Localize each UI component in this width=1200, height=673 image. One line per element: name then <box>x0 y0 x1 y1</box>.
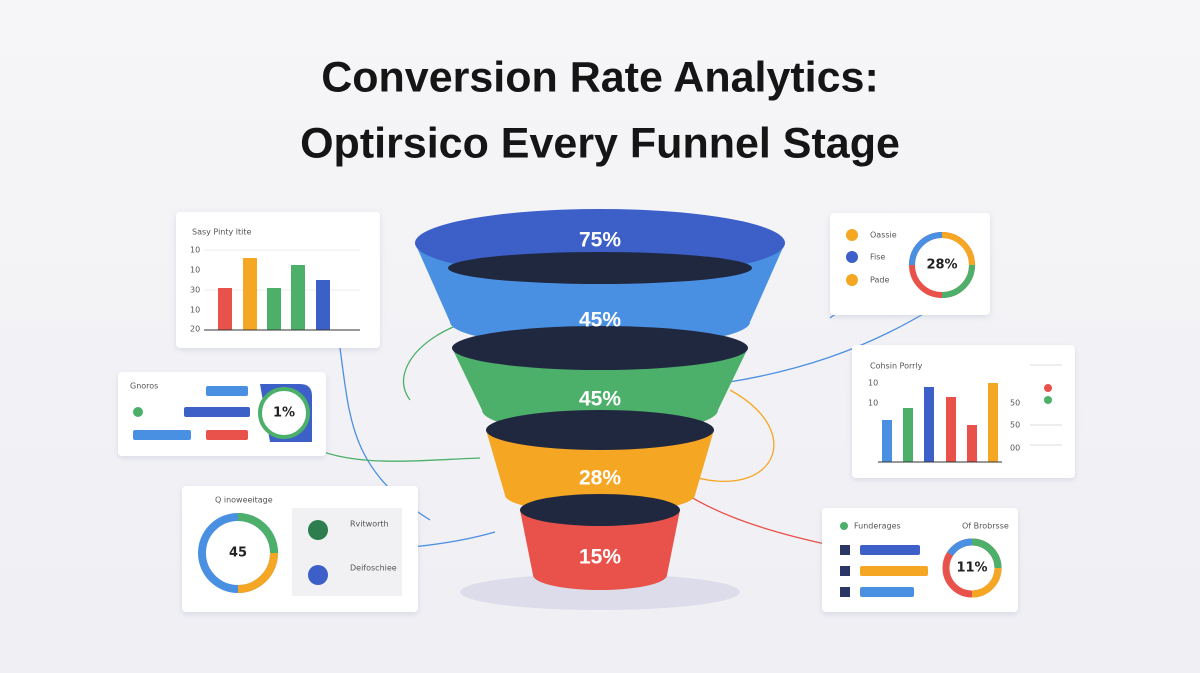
axis-label: 10 <box>868 379 878 388</box>
axis-label: 10 <box>190 246 200 255</box>
axis-label: 20 <box>190 325 200 334</box>
progress-card: Funderages Of Brobrsse 11% <box>822 508 1018 612</box>
funnel-stage-body <box>520 510 680 590</box>
stage-label: 28% <box>579 467 621 490</box>
axis-label: 50 <box>1010 421 1020 430</box>
funnel-stage-body <box>486 430 714 513</box>
card-title: Sasy Pinty ltite <box>192 228 252 237</box>
axis-label: 30 <box>190 286 200 295</box>
donut-label: 28% <box>926 258 957 273</box>
pill <box>184 407 250 417</box>
legend-item: Pade <box>870 276 889 285</box>
donut-arc <box>941 264 975 298</box>
icon <box>840 522 848 530</box>
icon <box>846 274 858 286</box>
connector <box>299 439 481 462</box>
bar <box>291 265 305 330</box>
funnel-shadow <box>460 574 740 610</box>
title-line: Conversion Rate Analytics: <box>321 53 879 101</box>
bar <box>967 425 977 462</box>
bar-card: Sasy Pinty ltite 10 10 30 10 20 <box>176 212 380 348</box>
item-label: Deifoschiee <box>350 564 397 573</box>
icon <box>846 251 858 263</box>
funnel-opening <box>448 252 752 284</box>
axis-label: 00 <box>1010 444 1020 453</box>
card-title: Q inoweeitage <box>215 496 273 505</box>
donut-arc <box>237 513 278 554</box>
bar <box>218 288 232 330</box>
legend-dot <box>1044 396 1052 404</box>
icon <box>840 545 850 555</box>
donut-arc <box>971 567 1002 598</box>
card-title: Cohsin Porrly <box>870 362 923 371</box>
axis-label: 10 <box>190 266 200 275</box>
icon <box>308 565 328 585</box>
progress-bar <box>860 566 928 576</box>
legend-item: Oassie <box>870 231 897 240</box>
item-label: Rvitworth <box>350 520 389 529</box>
card-subtitle: Of Brobrsse <box>962 522 1009 531</box>
donut-arc <box>237 552 278 593</box>
card-title: Gnoros <box>130 382 158 391</box>
funnel-opening <box>452 326 748 370</box>
bar <box>316 280 330 330</box>
bar <box>988 383 998 462</box>
donut <box>258 387 310 439</box>
card-title: Funderages <box>854 522 901 531</box>
donut-label: 45 <box>229 546 247 561</box>
pill <box>206 386 248 396</box>
donut-arc <box>909 232 943 266</box>
bar <box>924 387 934 462</box>
axis-label: 50 <box>1010 399 1020 408</box>
bar <box>267 288 281 330</box>
axis-label: 10 <box>190 306 200 315</box>
pill <box>133 430 191 440</box>
stage-label: 15% <box>579 546 621 569</box>
legend-item: Fise <box>870 253 885 262</box>
stage-label: 75% <box>579 229 621 252</box>
card-bg <box>822 508 1018 612</box>
bar <box>243 258 257 330</box>
pill <box>206 430 248 440</box>
axis-label: 10 <box>868 399 878 408</box>
icon <box>133 407 143 417</box>
donut-arc <box>971 538 1002 569</box>
icon <box>840 566 850 576</box>
stage-label: 45% <box>579 388 621 411</box>
icon <box>308 520 328 540</box>
progress-bar <box>860 587 914 597</box>
donut-arc <box>947 538 973 557</box>
bar-card: Cohsin Porrly 10 10 50 50 00 <box>852 345 1075 478</box>
icon <box>840 587 850 597</box>
legend-card: Oassie Fise Pade 28% <box>830 213 990 315</box>
legend-dot <box>1044 384 1052 392</box>
donut-card: Q inoweeitage 45 Rvitworth Deifoschiee <box>182 486 418 612</box>
donut-arc <box>941 232 975 266</box>
funnel-stage-body <box>452 348 748 434</box>
donut-label: 11% <box>956 561 987 576</box>
progress-bar <box>860 545 920 555</box>
bar <box>903 408 913 462</box>
title-line: Optirsico Every Funnel Stage <box>300 119 900 167</box>
bar <box>882 420 892 462</box>
funnel-opening <box>520 494 680 526</box>
funnel: 75% 45% 45% 28% 15% <box>415 209 785 590</box>
bar <box>946 397 956 462</box>
stage-label: 45% <box>579 309 621 332</box>
donut-label: 1% <box>273 406 295 421</box>
icon <box>846 229 858 241</box>
toggle-card: Gnoros 1% <box>118 372 326 456</box>
funnel-opening <box>486 410 714 450</box>
